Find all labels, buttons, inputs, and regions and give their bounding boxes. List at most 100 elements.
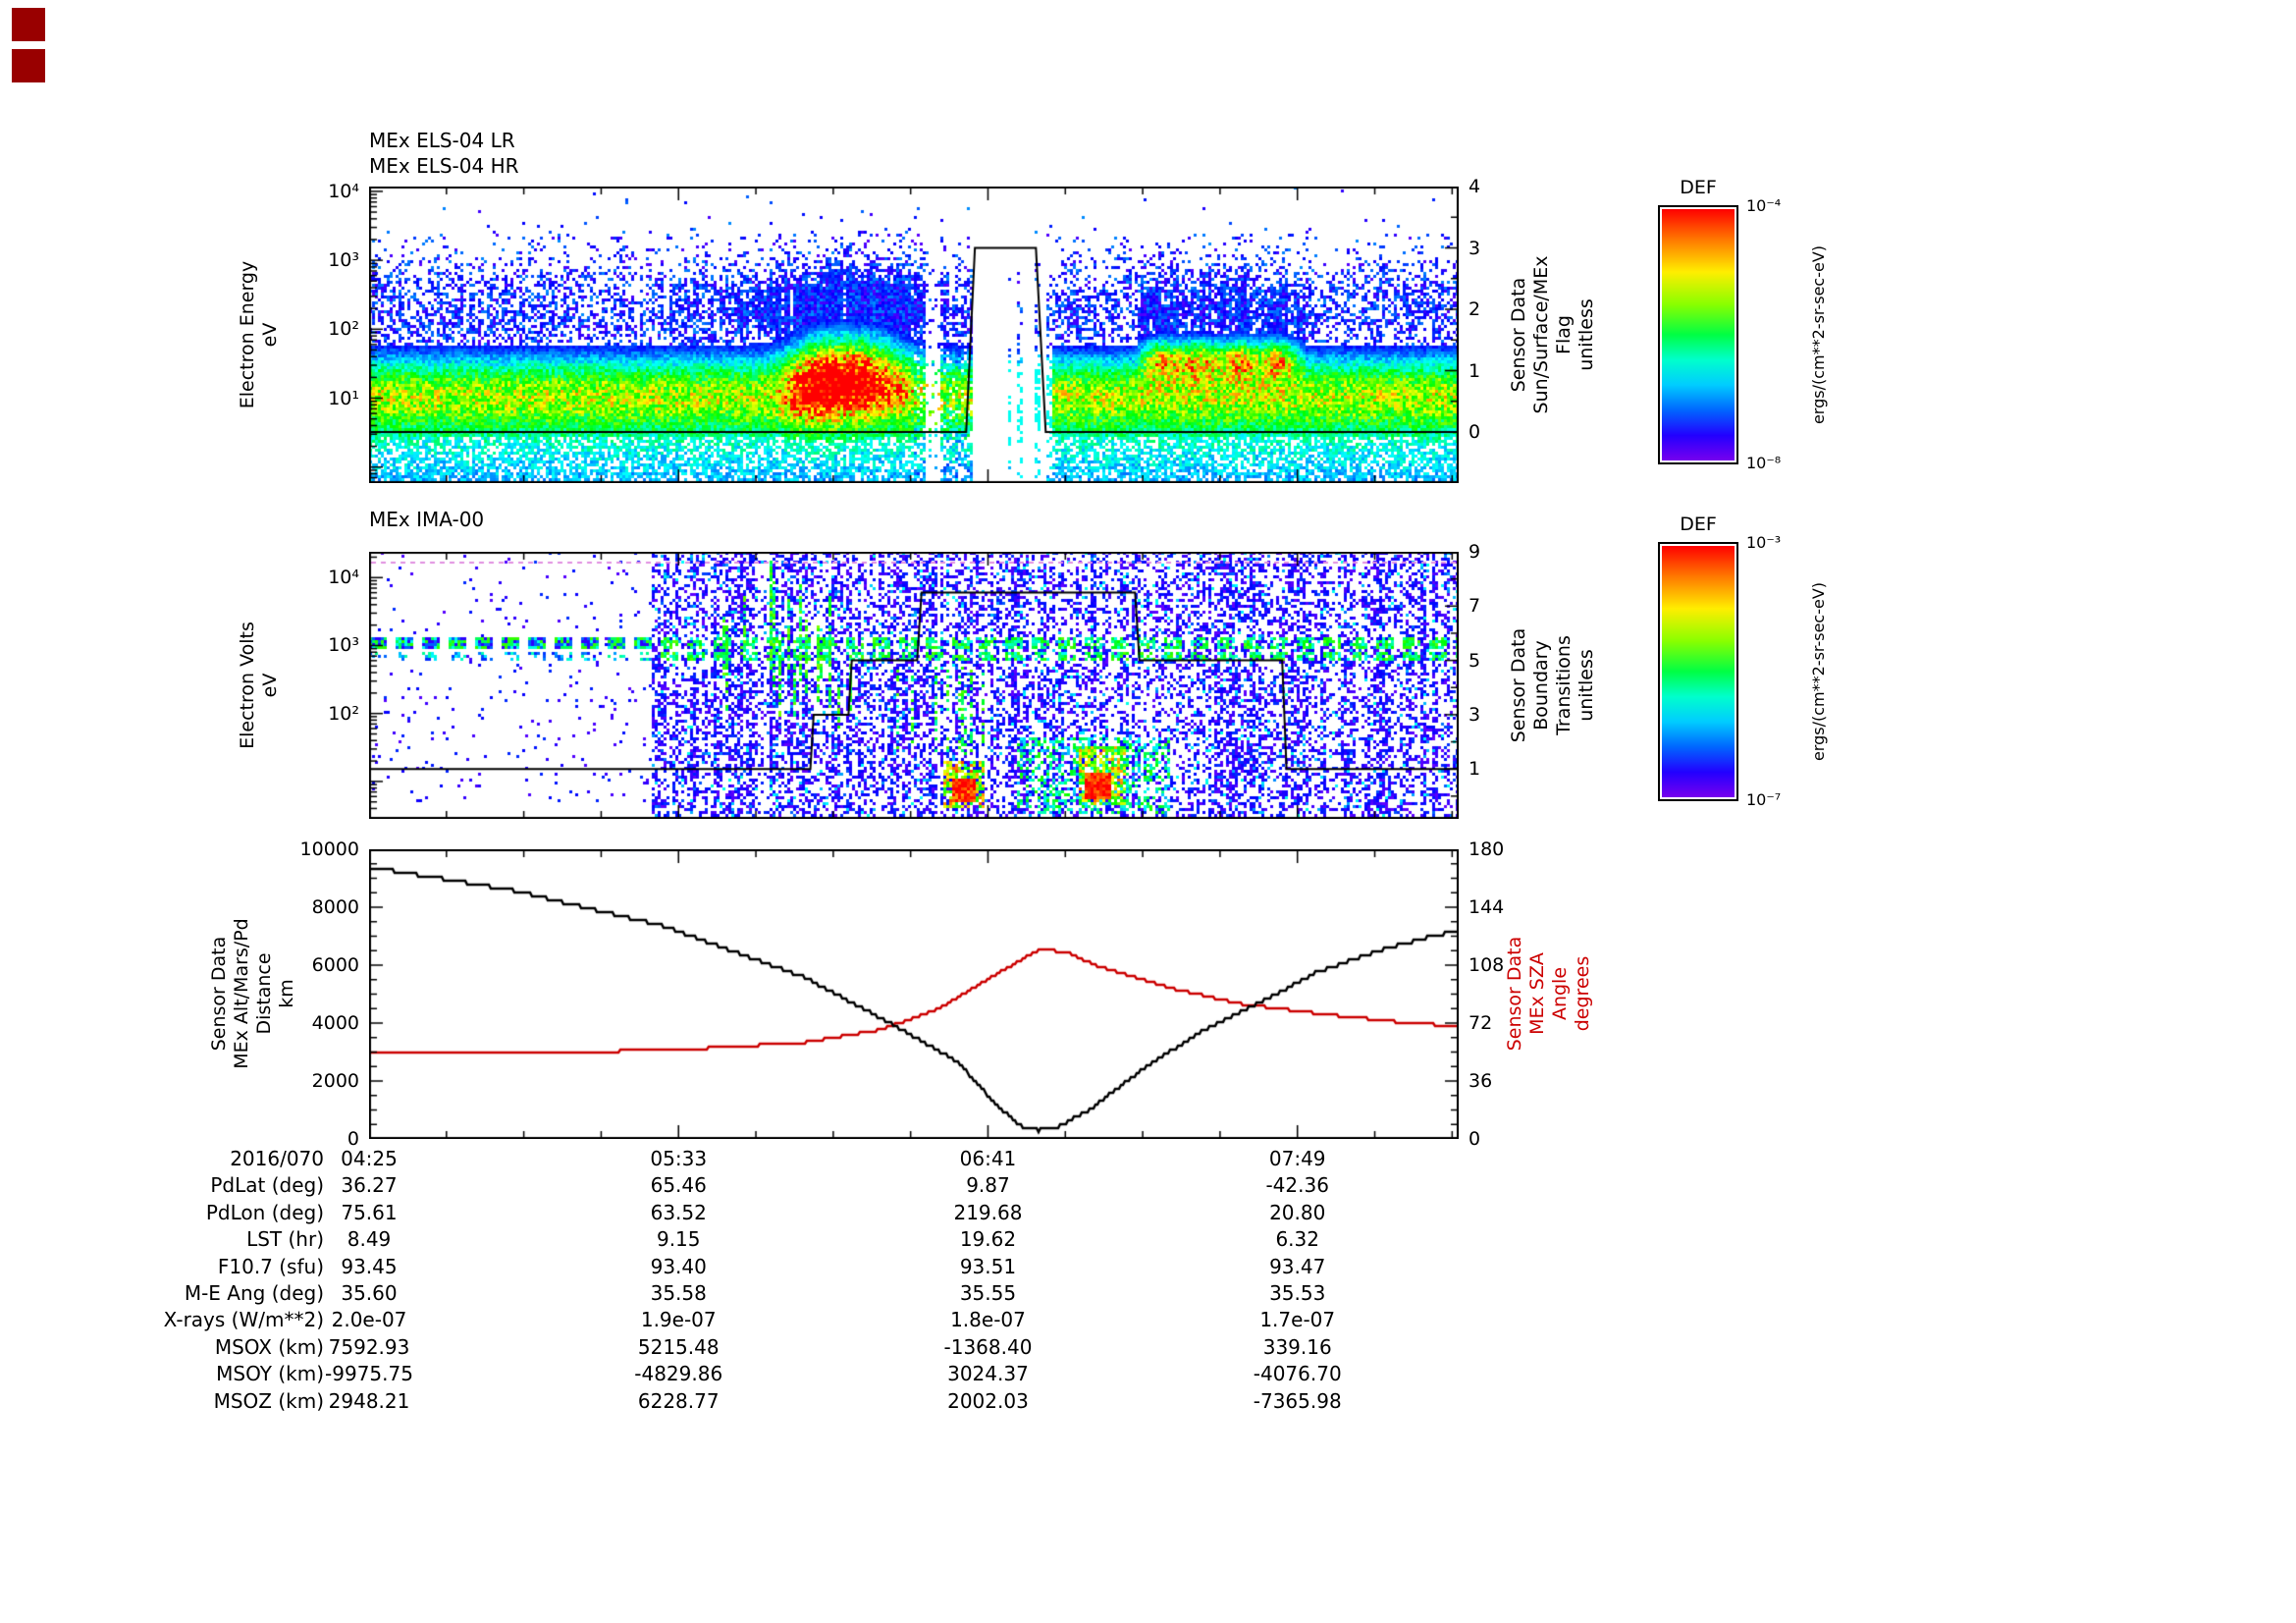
table-cell: -42.36 xyxy=(1265,1173,1329,1198)
els-y-tick-label: 10³ xyxy=(328,249,359,272)
dist-y-tick-label: 0 xyxy=(347,1128,359,1150)
els-colorbar-gradient xyxy=(1662,209,1735,460)
table-cell: 35.60 xyxy=(341,1281,398,1305)
table-cell: 35.58 xyxy=(650,1281,707,1305)
dist-sza-tick-label: 36 xyxy=(1468,1070,1493,1092)
ima-panel-title: MEx IMA-00 xyxy=(369,508,485,531)
corner-mark xyxy=(12,49,45,82)
table-cell: -1368.40 xyxy=(943,1334,1033,1359)
ima-boundary-tick-label: 3 xyxy=(1468,703,1481,726)
dist-y-tick-label: 10000 xyxy=(299,839,359,860)
ima-y-axis-label: Electron Volts eV xyxy=(237,597,282,774)
table-cell: 5215.48 xyxy=(637,1334,720,1359)
distance-sza-line-chart xyxy=(369,849,1459,1139)
els-right-axis-label-line: Sun/Surface/MEx xyxy=(1530,255,1552,414)
table-cell: 93.47 xyxy=(1269,1254,1326,1278)
ima-colorbar-gradient xyxy=(1662,546,1735,797)
ima-right-axis-label-line: unitless xyxy=(1575,649,1597,722)
dist-sza-tick-label: 108 xyxy=(1468,954,1505,976)
table-cell: 07:49 xyxy=(1268,1147,1326,1170)
els-y-axis-label-line: Electron Energy xyxy=(237,260,258,409)
els-flag-tick-label: 0 xyxy=(1468,421,1481,443)
table-cell: 19.62 xyxy=(959,1227,1017,1252)
dist-y-tick-label: 4000 xyxy=(311,1012,359,1034)
dist-y-tick-label: 2000 xyxy=(311,1070,359,1092)
els-right-axis-label-line: unitless xyxy=(1575,298,1597,371)
ima-y-tick-label: 10⁴ xyxy=(328,567,359,589)
table-cell: 36.27 xyxy=(341,1173,398,1198)
table-cell: 1.7e-07 xyxy=(1259,1308,1336,1332)
dist-right-axis-label-line: MEx SZA xyxy=(1526,952,1548,1035)
table-row-label: LST (hr) xyxy=(246,1227,324,1252)
dist-sza-tick-label: 72 xyxy=(1468,1012,1493,1034)
els-flag-tick-label: 4 xyxy=(1468,176,1481,197)
table-cell: 219.68 xyxy=(953,1200,1023,1224)
dist-y-axis-label-line: Sensor Data xyxy=(208,936,230,1052)
els-colorbar-title: DEF xyxy=(1680,177,1717,198)
table-cell: 7592.93 xyxy=(328,1334,410,1359)
table-cell: -7365.98 xyxy=(1253,1388,1342,1413)
dist-y-axis-label: Sensor Data MEx Alt/Mars/Pd Distance km xyxy=(208,895,298,1092)
table-row-label: F10.7 (sfu) xyxy=(217,1254,324,1278)
table-row-label: X-rays (W/m**2) xyxy=(163,1308,324,1332)
ima-right-axis-label: Sensor Data Boundary Transitions unitles… xyxy=(1508,597,1598,774)
ima-colorbar-units: ergs/(cm**2-sr-sec-eV) xyxy=(1808,581,1828,762)
table-cell: 65.46 xyxy=(650,1173,707,1198)
table-cell: 63.52 xyxy=(650,1200,707,1224)
corner-mark xyxy=(12,8,45,41)
table-cell: 9.87 xyxy=(966,1173,1010,1198)
dist-sza-tick-label: 144 xyxy=(1468,896,1505,918)
els-right-axis-label: Sensor Data Sun/Surface/MEx Flag unitles… xyxy=(1508,246,1598,423)
dist-right-axis-label-line: degrees xyxy=(1572,955,1593,1032)
table-cell: 93.45 xyxy=(341,1254,398,1278)
els-spectrogram xyxy=(369,187,1459,483)
table-cell: 05:33 xyxy=(650,1147,708,1170)
ima-boundary-tick-label: 5 xyxy=(1468,649,1481,672)
els-colorbar-units: ergs/(cm**2-sr-sec-eV) xyxy=(1808,244,1828,425)
table-cell: 9.15 xyxy=(656,1227,701,1252)
table-cell: 339.16 xyxy=(1262,1334,1332,1359)
dist-y-axis-label-line: km xyxy=(276,979,297,1008)
table-row-label: PdLon (deg) xyxy=(205,1200,324,1224)
table-cell: 75.61 xyxy=(341,1200,398,1224)
ima-y-tick-label: 10³ xyxy=(328,634,359,657)
table-cell: 8.49 xyxy=(347,1227,392,1252)
ima-colorbar-tick-top: 10⁻³ xyxy=(1746,533,1782,552)
ima-boundary-tick-label: 9 xyxy=(1468,541,1481,563)
table-row-label: MSOY (km) xyxy=(216,1362,324,1386)
table-cell: 06:41 xyxy=(959,1147,1017,1170)
ima-colorbar xyxy=(1658,542,1738,801)
dist-right-axis-label: Sensor Data MEx SZA Angle degrees xyxy=(1504,905,1594,1082)
els-right-axis-label-line: Flag xyxy=(1553,315,1575,354)
table-row-label: MSOZ (km) xyxy=(213,1388,324,1413)
table-row-label: MSOX (km) xyxy=(214,1334,324,1359)
els-y-tick-label: 10² xyxy=(328,318,359,341)
table-cell: 6.32 xyxy=(1275,1227,1319,1252)
els-panel-title-lr: MEx ELS-04 LR xyxy=(369,129,515,152)
ima-spectrogram xyxy=(369,552,1459,819)
table-cell: 93.51 xyxy=(959,1254,1017,1278)
dist-y-tick-label: 8000 xyxy=(311,896,359,918)
table-cell: 35.53 xyxy=(1269,1281,1326,1305)
ima-y-axis-label-line: Electron Volts xyxy=(237,622,258,749)
dist-y-tick-label: 6000 xyxy=(311,954,359,976)
els-panel-title-hr: MEx ELS-04 HR xyxy=(369,154,519,178)
dist-sza-tick-label: 0 xyxy=(1468,1128,1481,1150)
dist-right-axis-label-line: Angle xyxy=(1549,966,1571,1021)
dist-y-axis-label-line: MEx Alt/Mars/Pd xyxy=(231,918,252,1069)
table-row-label: PdLat (deg) xyxy=(210,1173,324,1198)
els-colorbar xyxy=(1658,205,1738,464)
ima-boundary-tick-label: 7 xyxy=(1468,595,1481,618)
els-flag-tick-label: 1 xyxy=(1468,359,1481,382)
els-colorbar-tick-bottom: 10⁻⁸ xyxy=(1746,454,1782,472)
table-cell: 2948.21 xyxy=(328,1388,410,1413)
ima-right-axis-label-line: Boundary xyxy=(1530,640,1552,730)
table-cell: -9975.75 xyxy=(325,1362,413,1386)
ima-boundary-tick-label: 1 xyxy=(1468,758,1481,781)
dist-sza-tick-label: 180 xyxy=(1468,839,1505,860)
table-row-label: 2016/070 xyxy=(230,1147,324,1170)
table-cell: -4076.70 xyxy=(1253,1362,1342,1386)
table-cell: 1.8e-07 xyxy=(950,1308,1026,1332)
els-flag-tick-label: 3 xyxy=(1468,237,1481,259)
